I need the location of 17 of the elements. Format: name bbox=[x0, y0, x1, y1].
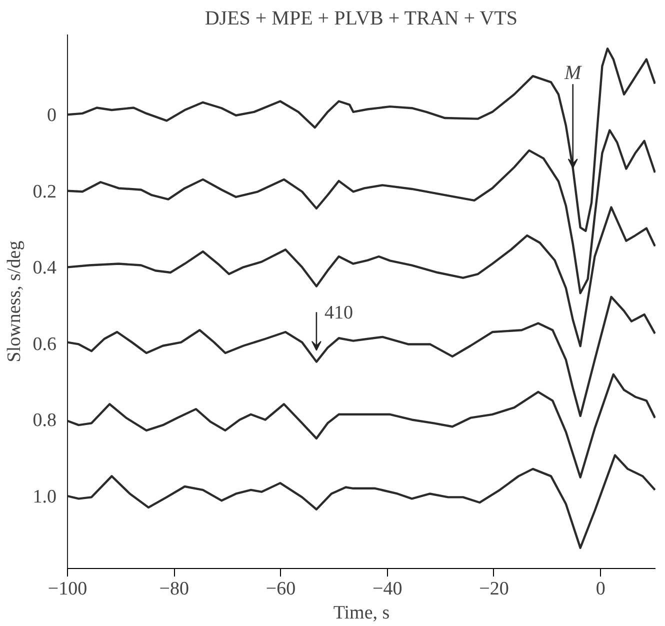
chart-title: DJES + MPE + PLVB + TRAN + VTS bbox=[204, 8, 518, 30]
y-tick-label: 0.2 bbox=[32, 181, 56, 202]
x-tick-label: −60 bbox=[266, 578, 296, 600]
y-tick-label: 1.0 bbox=[32, 486, 56, 508]
annotation: M bbox=[564, 62, 583, 84]
x-tick-label: −40 bbox=[372, 578, 402, 600]
annotation: 410 bbox=[324, 302, 353, 324]
x-axis-title: Time, s bbox=[333, 602, 390, 624]
y-tick-label: 0.8 bbox=[32, 410, 56, 432]
y-axis-title: Slowness, s/deg bbox=[4, 240, 25, 362]
x-tick-label: 0 bbox=[596, 578, 606, 600]
y-tick-label: 0.4 bbox=[32, 258, 57, 279]
x-tick-label: −80 bbox=[159, 578, 189, 600]
y-tick-label: 0.6 bbox=[32, 334, 56, 355]
y-tick-label: 0 bbox=[47, 105, 56, 126]
x-tick-label: −100 bbox=[48, 578, 88, 600]
x-tick-label: −20 bbox=[479, 578, 509, 600]
